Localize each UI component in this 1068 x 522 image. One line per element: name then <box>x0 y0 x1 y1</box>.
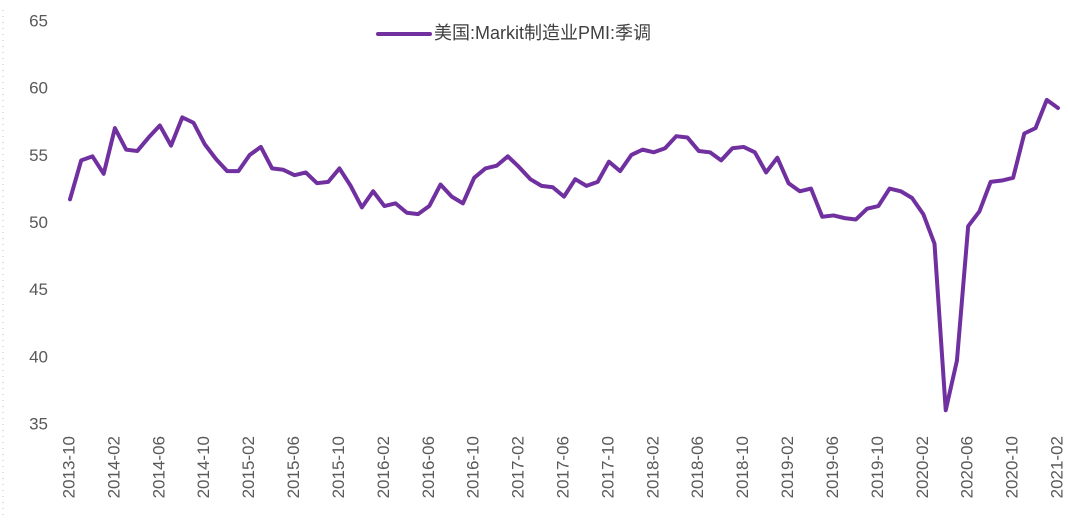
x-tick-label: 2020-10 <box>1003 436 1022 498</box>
y-tick-label: 55 <box>29 146 48 165</box>
y-tick-label: 40 <box>29 347 48 366</box>
x-tick-label: 2016-06 <box>419 436 438 498</box>
x-tick-label: 2017-10 <box>598 436 617 498</box>
x-tick-label: 2016-10 <box>464 436 483 498</box>
x-tick-label: 2020-06 <box>958 436 977 498</box>
x-tick-label: 2017-02 <box>509 436 528 498</box>
y-tick-label: 45 <box>29 280 48 299</box>
legend-label: 美国:Markit制造业PMI:季调 <box>434 23 651 43</box>
x-tick-label: 2020-02 <box>913 436 932 498</box>
x-tick-label: 2014-02 <box>104 436 123 498</box>
x-tick-label: 2015-06 <box>284 436 303 498</box>
x-tick-label: 2014-06 <box>149 436 168 498</box>
x-tick-label: 2018-06 <box>688 436 707 498</box>
x-tick-label: 2018-10 <box>733 436 752 498</box>
y-tick-label: 60 <box>29 79 48 98</box>
x-tick-label: 2016-02 <box>374 436 393 498</box>
x-tick-label: 2015-10 <box>329 436 348 498</box>
y-tick-label: 65 <box>29 11 48 30</box>
x-tick-label: 2017-06 <box>553 436 572 498</box>
x-tick-label: 2019-06 <box>823 436 842 498</box>
x-tick-label: 2013-10 <box>59 436 78 498</box>
x-tick-label: 2019-10 <box>868 436 887 498</box>
x-tick-label: 2018-02 <box>643 436 662 498</box>
y-tick-label: 35 <box>29 414 48 433</box>
x-tick-label: 2021-02 <box>1047 436 1066 498</box>
x-tick-label: 2019-02 <box>778 436 797 498</box>
x-tick-label: 2014-10 <box>194 436 213 498</box>
x-tick-label: 2015-02 <box>239 436 258 498</box>
series-line <box>68 97 1060 413</box>
y-tick-label: 50 <box>29 213 48 232</box>
